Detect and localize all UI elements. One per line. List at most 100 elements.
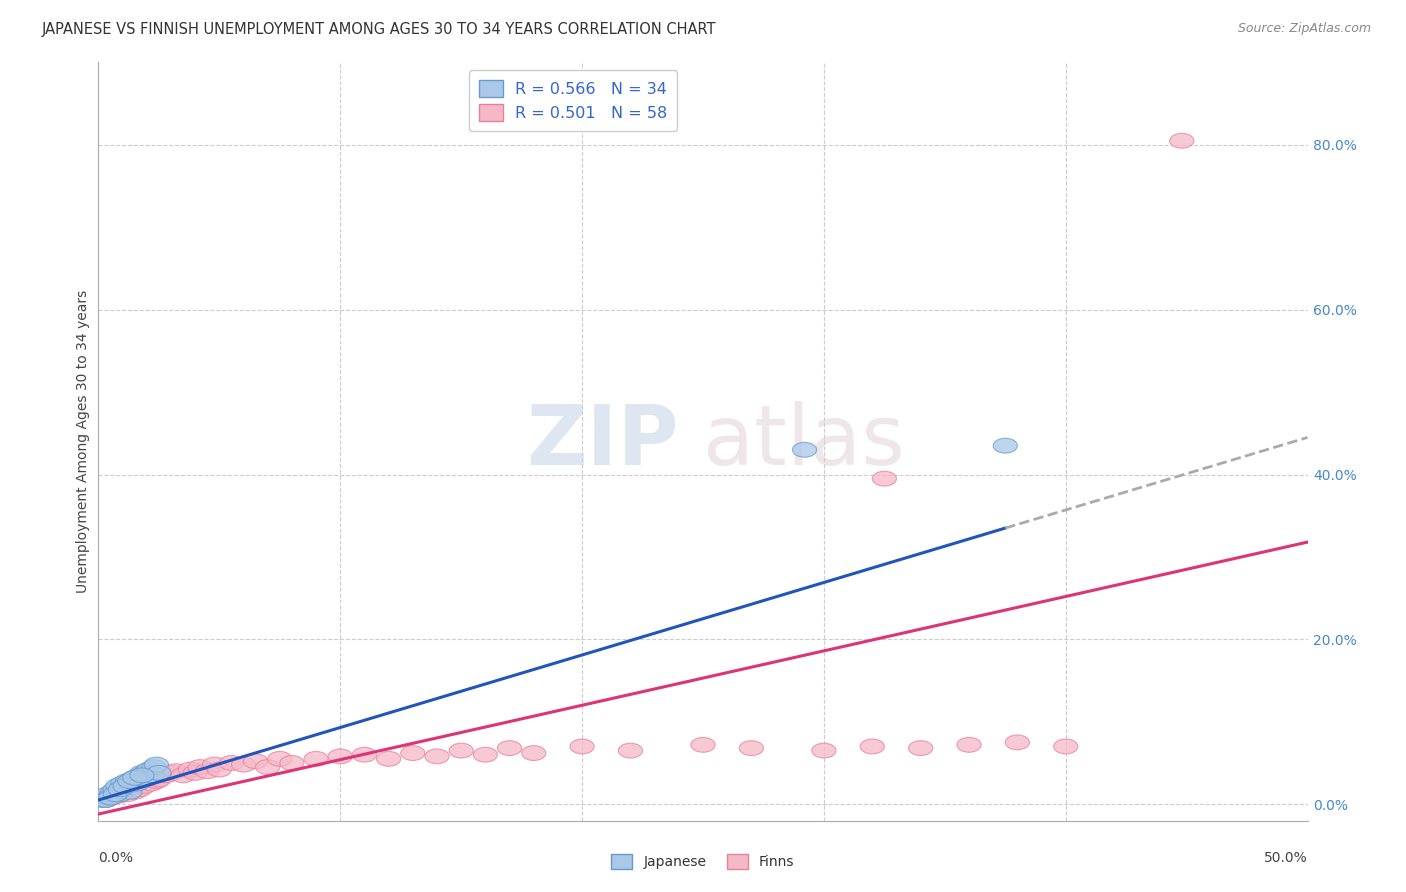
Ellipse shape bbox=[1170, 133, 1194, 148]
Ellipse shape bbox=[108, 782, 132, 797]
Ellipse shape bbox=[129, 773, 155, 789]
Ellipse shape bbox=[91, 793, 115, 807]
Ellipse shape bbox=[138, 762, 162, 777]
Ellipse shape bbox=[195, 764, 219, 779]
Ellipse shape bbox=[163, 764, 188, 779]
Ellipse shape bbox=[522, 746, 546, 761]
Ellipse shape bbox=[401, 746, 425, 761]
Text: ZIP: ZIP bbox=[526, 401, 679, 482]
Ellipse shape bbox=[94, 793, 118, 807]
Ellipse shape bbox=[256, 760, 280, 774]
Ellipse shape bbox=[94, 790, 118, 805]
Ellipse shape bbox=[139, 776, 163, 791]
Ellipse shape bbox=[128, 768, 152, 783]
Ellipse shape bbox=[145, 773, 169, 789]
Ellipse shape bbox=[132, 772, 156, 787]
Ellipse shape bbox=[159, 765, 183, 780]
Ellipse shape bbox=[425, 749, 449, 764]
Text: JAPANESE VS FINNISH UNEMPLOYMENT AMONG AGES 30 TO 34 YEARS CORRELATION CHART: JAPANESE VS FINNISH UNEMPLOYMENT AMONG A… bbox=[42, 22, 717, 37]
Ellipse shape bbox=[1053, 739, 1078, 754]
Ellipse shape bbox=[120, 772, 145, 787]
Ellipse shape bbox=[111, 784, 135, 799]
Ellipse shape bbox=[112, 782, 138, 797]
Text: 50.0%: 50.0% bbox=[1264, 851, 1308, 865]
Ellipse shape bbox=[172, 768, 195, 783]
Ellipse shape bbox=[98, 790, 122, 805]
Ellipse shape bbox=[188, 760, 212, 774]
Ellipse shape bbox=[957, 738, 981, 752]
Ellipse shape bbox=[118, 784, 142, 799]
Ellipse shape bbox=[135, 764, 159, 779]
Ellipse shape bbox=[108, 787, 132, 802]
Ellipse shape bbox=[183, 765, 207, 780]
Ellipse shape bbox=[207, 762, 232, 777]
Ellipse shape bbox=[132, 779, 156, 794]
Ellipse shape bbox=[108, 787, 132, 802]
Ellipse shape bbox=[142, 771, 166, 785]
Text: atlas: atlas bbox=[703, 401, 904, 482]
Ellipse shape bbox=[690, 738, 716, 752]
Ellipse shape bbox=[101, 784, 125, 799]
Ellipse shape bbox=[179, 762, 202, 777]
Ellipse shape bbox=[740, 740, 763, 756]
Ellipse shape bbox=[105, 779, 129, 794]
Ellipse shape bbox=[129, 768, 155, 783]
Ellipse shape bbox=[111, 776, 135, 791]
Ellipse shape bbox=[98, 790, 122, 805]
Ellipse shape bbox=[449, 743, 474, 758]
Ellipse shape bbox=[139, 768, 163, 783]
Ellipse shape bbox=[128, 782, 152, 797]
Ellipse shape bbox=[122, 771, 146, 785]
Ellipse shape bbox=[122, 771, 146, 785]
Ellipse shape bbox=[267, 751, 292, 766]
Ellipse shape bbox=[811, 743, 837, 758]
Ellipse shape bbox=[328, 749, 353, 764]
Legend: Japanese, Finns: Japanese, Finns bbox=[606, 848, 800, 874]
Ellipse shape bbox=[202, 757, 226, 772]
Ellipse shape bbox=[98, 789, 122, 804]
Ellipse shape bbox=[304, 751, 328, 766]
Ellipse shape bbox=[142, 760, 166, 774]
Y-axis label: Unemployment Among Ages 30 to 34 years: Unemployment Among Ages 30 to 34 years bbox=[76, 290, 90, 593]
Ellipse shape bbox=[105, 789, 129, 804]
Ellipse shape bbox=[120, 779, 145, 794]
Ellipse shape bbox=[115, 787, 139, 802]
Ellipse shape bbox=[118, 773, 142, 789]
Ellipse shape bbox=[94, 793, 118, 807]
Ellipse shape bbox=[155, 768, 179, 783]
Ellipse shape bbox=[872, 471, 897, 486]
Ellipse shape bbox=[125, 776, 149, 791]
Ellipse shape bbox=[146, 765, 172, 780]
Ellipse shape bbox=[96, 787, 120, 802]
Ellipse shape bbox=[232, 757, 256, 772]
Ellipse shape bbox=[101, 789, 125, 804]
Ellipse shape bbox=[118, 780, 142, 795]
Ellipse shape bbox=[569, 739, 595, 754]
Ellipse shape bbox=[129, 765, 155, 780]
Ellipse shape bbox=[103, 782, 128, 797]
Ellipse shape bbox=[112, 779, 138, 794]
Ellipse shape bbox=[353, 747, 377, 762]
Ellipse shape bbox=[619, 743, 643, 758]
Ellipse shape bbox=[793, 442, 817, 458]
Ellipse shape bbox=[115, 773, 139, 789]
Ellipse shape bbox=[280, 756, 304, 771]
Ellipse shape bbox=[112, 780, 138, 795]
Ellipse shape bbox=[1005, 735, 1029, 750]
Ellipse shape bbox=[122, 784, 146, 799]
Text: Source: ZipAtlas.com: Source: ZipAtlas.com bbox=[1237, 22, 1371, 36]
Ellipse shape bbox=[860, 739, 884, 754]
Ellipse shape bbox=[135, 772, 159, 787]
Ellipse shape bbox=[125, 776, 149, 791]
Ellipse shape bbox=[243, 754, 267, 769]
Ellipse shape bbox=[474, 747, 498, 762]
Text: 0.0%: 0.0% bbox=[98, 851, 134, 865]
Ellipse shape bbox=[993, 438, 1018, 453]
Ellipse shape bbox=[103, 787, 128, 802]
Ellipse shape bbox=[146, 772, 172, 787]
Ellipse shape bbox=[498, 740, 522, 756]
Ellipse shape bbox=[377, 751, 401, 766]
Ellipse shape bbox=[219, 756, 243, 771]
Ellipse shape bbox=[145, 757, 169, 772]
Ellipse shape bbox=[908, 740, 932, 756]
